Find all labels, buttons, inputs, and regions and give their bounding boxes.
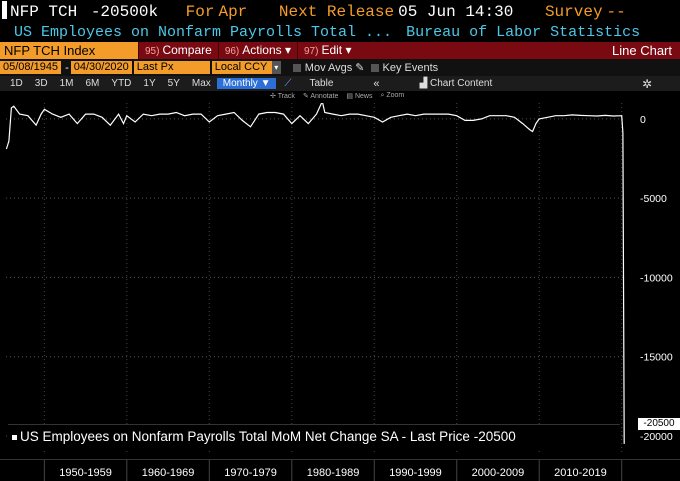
annotate-tool[interactable]: ✎ Annotate [302, 93, 339, 100]
gridlines [6, 103, 625, 455]
line-chart[interactable]: 0 -5000 -10000 -15000 -20000 [0, 103, 680, 459]
for-label: For [185, 3, 215, 21]
y-tick-label: -20000 [640, 431, 673, 443]
chevron-down-icon[interactable]: ▾ [271, 61, 281, 74]
chart-icon: ▟ [419, 78, 428, 89]
next-release-label: Next Release [278, 3, 395, 21]
tf-5y[interactable]: 5Y [167, 78, 180, 89]
legend: US Employees on Nonfarm Payrolls Total M… [8, 424, 620, 448]
last-price-tag: -20500 [638, 418, 680, 430]
tf-3d[interactable]: 3D [34, 78, 48, 89]
tf-1d[interactable]: 1D [10, 78, 23, 89]
currency-selector[interactable]: Local CCY [211, 61, 272, 74]
legend-swatch [12, 434, 17, 440]
tf-1y[interactable]: 1Y [143, 78, 156, 89]
security-source: Bureau of Labor Statistics [406, 24, 641, 41]
x-tick-label: 1950-1959 [59, 467, 112, 479]
y-axis: 0 -5000 -10000 -15000 -20000 [640, 114, 673, 443]
x-axis: 1950-1959 1960-1969 1970-1979 1980-1989 1990… [0, 459, 680, 481]
mov-avgs-label: Mov Avgs [304, 61, 353, 74]
tf-1m[interactable]: 1M [59, 78, 74, 89]
ticker-symbol: NFP TCH [10, 3, 78, 21]
period-selector[interactable]: Monthly ▼ [216, 78, 277, 89]
tf-ytd[interactable]: YTD [111, 78, 132, 89]
security-description: US Employees on Nonfarm Payrolls Total .… [0, 24, 680, 42]
mov-avgs-checkbox[interactable] [292, 63, 301, 72]
actions-menu[interactable]: 96) Actions ▾ [217, 41, 297, 60]
security-field[interactable]: NFP TCH Index [0, 42, 138, 59]
x-tick-label: 1960-1969 [142, 467, 195, 479]
function-bar: NFP TCH Index 95) Compare 96) Actions ▾ 97… [0, 41, 680, 60]
news-tool[interactable]: ▤ News [346, 93, 373, 100]
legend-text: US Employees on Nonfarm Payrolls Total M… [20, 429, 516, 444]
y-tick-label: 0 [640, 114, 646, 126]
tf-6m[interactable]: 6M [85, 78, 100, 89]
chart-content-button[interactable]: ▟ Chart Content [419, 78, 493, 89]
track-tool[interactable]: ✢ Track [270, 93, 295, 100]
edit-menu[interactable]: 97) Edit ▾ [296, 41, 358, 60]
ticker-value: -20500k [90, 3, 159, 21]
x-tick-label: 1970-1979 [224, 467, 277, 479]
chart-tools: ✢ Track ✎ Annotate ▤ News ⌕ Zoom [270, 92, 404, 103]
start-date-field[interactable]: 05/08/1945 [0, 61, 62, 74]
x-tick-label: 1980-1989 [307, 467, 360, 479]
zoom-tool[interactable]: ⌕ Zoom [380, 92, 405, 99]
command-cursor[interactable] [2, 1, 7, 19]
security-name: US Employees on Nonfarm Payrolls Total .… [14, 24, 393, 41]
view-type-label: Line Chart [612, 43, 672, 58]
pencil-icon[interactable]: ✎ [355, 62, 365, 74]
compare-menu[interactable]: 95) Compare [138, 41, 218, 60]
y-tick-label: -10000 [640, 272, 673, 284]
survey-label: Survey [544, 3, 603, 21]
chart-area[interactable]: 0 -5000 -10000 -15000 -20000 [0, 103, 680, 459]
line-chart-icon[interactable]: ⟋ [284, 78, 292, 89]
date-separator: - [65, 61, 69, 74]
next-release-value: 05 Jun 14:30 [398, 3, 514, 21]
field-selector[interactable]: Last Px [133, 61, 210, 74]
y-tick-label: -15000 [640, 352, 673, 364]
end-date-field[interactable]: 04/30/2020 [70, 61, 132, 74]
tf-max[interactable]: Max [191, 78, 211, 89]
series-line [5, 103, 625, 444]
collapse-arrows-icon[interactable]: « [373, 77, 380, 90]
x-tick-label: 2000-2009 [472, 467, 525, 479]
key-events-label: Key Events [382, 61, 439, 74]
key-events-checkbox[interactable] [370, 63, 379, 72]
parameter-bar: 05/08/1945 - 04/30/2020 Last Px Local CC… [0, 59, 680, 76]
for-value: Apr [218, 3, 248, 21]
table-tab[interactable]: Table [309, 78, 334, 89]
timeframe-bar: 1D 3D 1M 6M YTD 1Y 5Y Max Monthly ▼ ⟋ Ta… [0, 76, 680, 91]
x-tick-label: 2010-2019 [554, 467, 607, 479]
ticker-header: NFP TCH -20500k For Apr Next Release 05 Ju… [0, 0, 680, 24]
gear-icon[interactable]: ✲ [641, 76, 652, 91]
y-tick-label: -5000 [640, 193, 667, 205]
x-axis-labels: 1950-1959 1960-1969 1970-1979 1980-1989 1990… [43, 460, 623, 481]
survey-value: -- [606, 3, 626, 21]
x-tick-label: 1990-1999 [389, 467, 442, 479]
